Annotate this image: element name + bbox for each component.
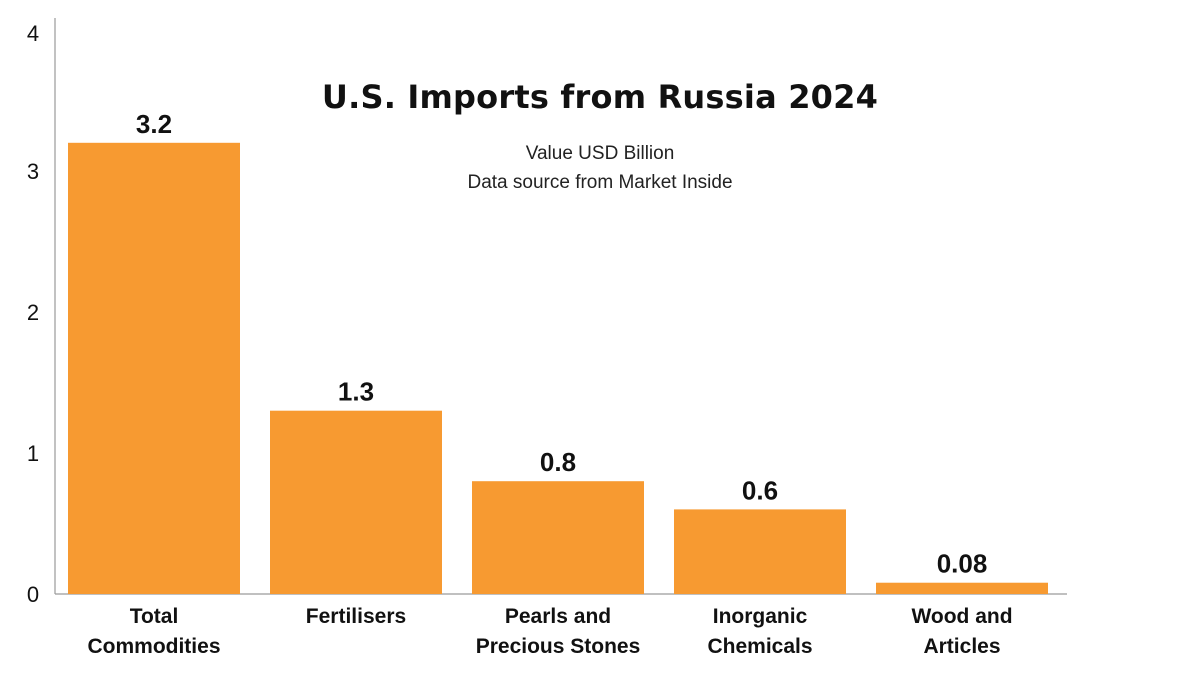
x-tick-label: Total <box>130 605 179 628</box>
bar-value-label: 0.6 <box>742 475 778 505</box>
bar <box>270 410 442 594</box>
x-tick-label: Pearls and <box>505 605 611 628</box>
x-tick-label: Inorganic <box>713 605 808 628</box>
x-tick-label: Precious Stones <box>476 635 641 658</box>
chart-subtitle-source: Data source from Market Inside <box>467 172 733 193</box>
bar-value-label: 0.8 <box>540 447 576 477</box>
bar-value-label: 3.2 <box>136 109 172 139</box>
y-tick-label: 4 <box>27 21 39 46</box>
x-tick-label: Articles <box>923 635 1000 658</box>
y-tick-label: 3 <box>27 159 39 184</box>
chart-subtitle-units: Value USD Billion <box>525 143 675 164</box>
bar <box>876 582 1048 594</box>
x-tick-label: Chemicals <box>707 635 812 658</box>
y-tick-label: 2 <box>27 300 39 325</box>
bar-value-label: 1.3 <box>338 377 374 407</box>
chart-title: U.S. Imports from Russia 2024 <box>321 78 879 116</box>
bar <box>68 142 240 595</box>
y-tick-label: 1 <box>27 441 39 466</box>
bar <box>472 481 644 594</box>
x-tick-label: Wood and <box>911 605 1012 628</box>
x-tick-label: Commodities <box>87 635 220 658</box>
y-tick-label: 0 <box>27 582 39 607</box>
bar <box>674 509 846 594</box>
bar-value-label: 0.08 <box>937 549 988 579</box>
x-tick-label: Fertilisers <box>306 605 406 628</box>
